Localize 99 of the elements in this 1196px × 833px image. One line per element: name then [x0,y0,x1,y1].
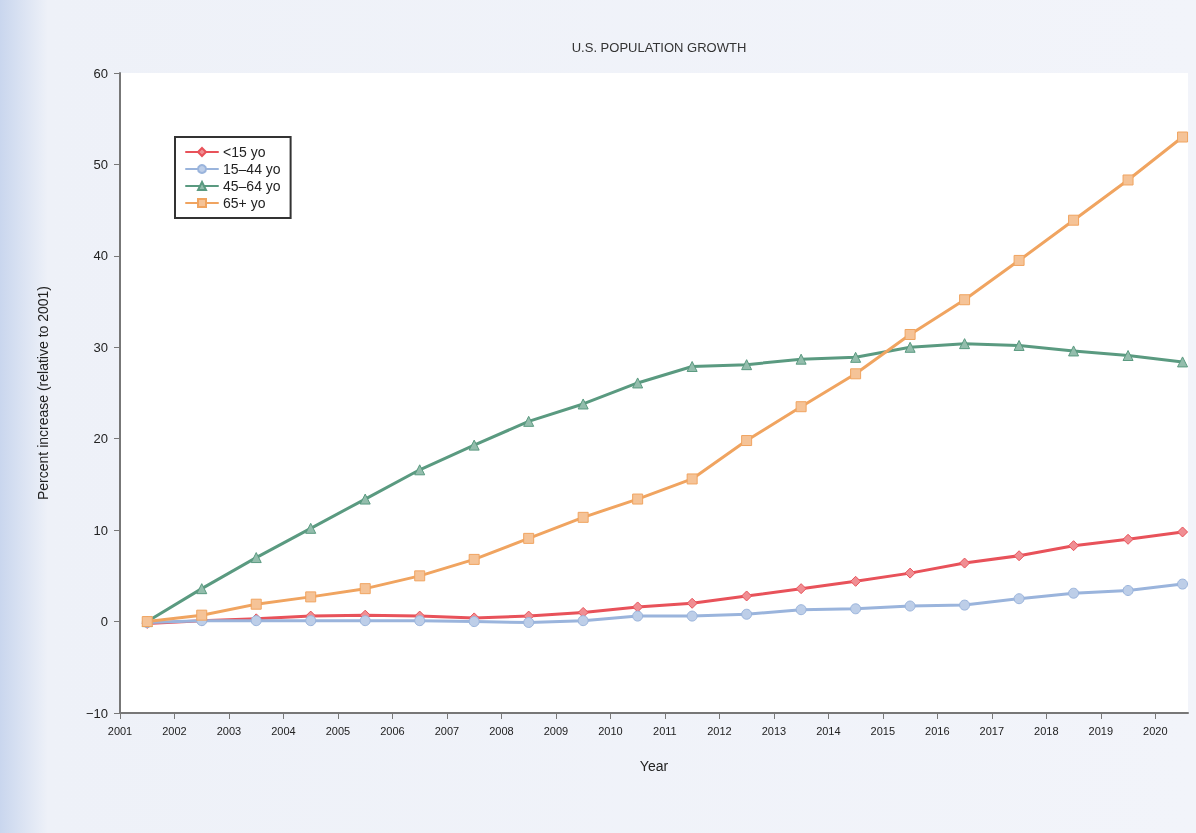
point [250,598,262,610]
point [1013,550,1025,562]
point [1068,540,1080,552]
x-tick-label: 2019 [1088,724,1114,737]
y-tick-label: 20 [93,431,108,447]
x-tick-label: 2012 [707,724,732,737]
point [359,583,371,595]
x-tick-label: 2017 [979,724,1005,737]
point [1122,350,1134,362]
point [359,615,371,627]
x-tick-label: 2015 [870,724,896,737]
point [577,511,589,523]
point [741,435,753,447]
x-tick-label: 2014 [816,724,841,737]
point [795,583,807,595]
point [468,616,480,628]
point [1068,214,1080,226]
point [1122,174,1134,186]
point [523,532,535,544]
x-tick-label: 2008 [489,724,514,737]
point [577,615,589,627]
point [414,615,426,627]
chart-title: U.S. POPULATION GROWTH [571,40,747,55]
x-tick-label: 2005 [325,724,351,737]
point [904,600,916,612]
point [686,610,698,622]
point [1177,131,1189,143]
point [959,294,971,306]
x-tick-label: 2009 [543,724,569,737]
point [850,351,862,363]
point [577,398,589,410]
point [1013,593,1025,605]
point [1068,345,1080,357]
point [850,368,862,380]
y-tick-label: 0 [100,614,108,630]
point [1013,339,1025,351]
point [305,591,317,603]
y-axis-title: Percent increase (relative to 2001) [35,286,51,500]
x-tick-label: 2016 [925,724,950,737]
point [741,590,753,602]
x-tick-label: 2011 [653,724,677,737]
point [196,609,208,621]
legend-label: 45–64 yo [223,178,281,194]
point [904,328,916,340]
point [1068,587,1080,599]
point [904,341,916,353]
point [250,552,262,564]
x-tick-label: 2018 [1034,724,1059,737]
point [632,493,644,505]
x-tick-label: 2007 [434,724,460,737]
point [686,360,698,372]
x-tick-label: 2020 [1143,724,1168,737]
point [959,338,971,350]
point [1122,533,1134,545]
point [850,603,862,615]
y-tick-label: 10 [93,522,108,538]
point [904,567,916,579]
legend-label: <15 yo [223,144,266,160]
point [414,570,426,582]
point [741,608,753,620]
point [1013,254,1025,266]
y-tick-label: 30 [93,339,108,355]
point [1177,578,1189,590]
y-tick-label: 50 [93,156,108,172]
point [359,493,371,505]
point [468,439,480,451]
x-tick-label: 2013 [761,724,787,737]
x-tick-label: 2002 [162,724,187,737]
point [741,359,753,371]
point [468,553,480,565]
point [795,353,807,365]
x-tick-label: 2004 [271,724,296,737]
point [686,597,698,609]
point [523,415,535,427]
point [632,610,644,622]
x-tick-label: 2010 [598,724,623,737]
x-tick-label: 2006 [380,724,405,737]
y-tick-label: 60 [93,65,108,81]
point [795,604,807,616]
point [632,377,644,389]
legend-label: 65+ yo [223,195,266,211]
y-tick-label: −10 [85,705,108,721]
point [523,616,535,628]
y-tick-label: 40 [93,248,108,264]
point [305,615,317,627]
point [959,599,971,611]
point [305,522,317,534]
x-tick-label: 2001 [107,724,133,737]
x-tick-label: 2003 [216,724,242,737]
point [686,473,698,485]
legend-label: 15–44 yo [223,161,281,177]
x-axis-title: Year [639,758,669,774]
point [959,557,971,569]
point [795,401,807,413]
point [1177,526,1189,538]
point [414,464,426,476]
point [1177,356,1189,368]
point [1122,584,1134,596]
point [196,583,208,595]
